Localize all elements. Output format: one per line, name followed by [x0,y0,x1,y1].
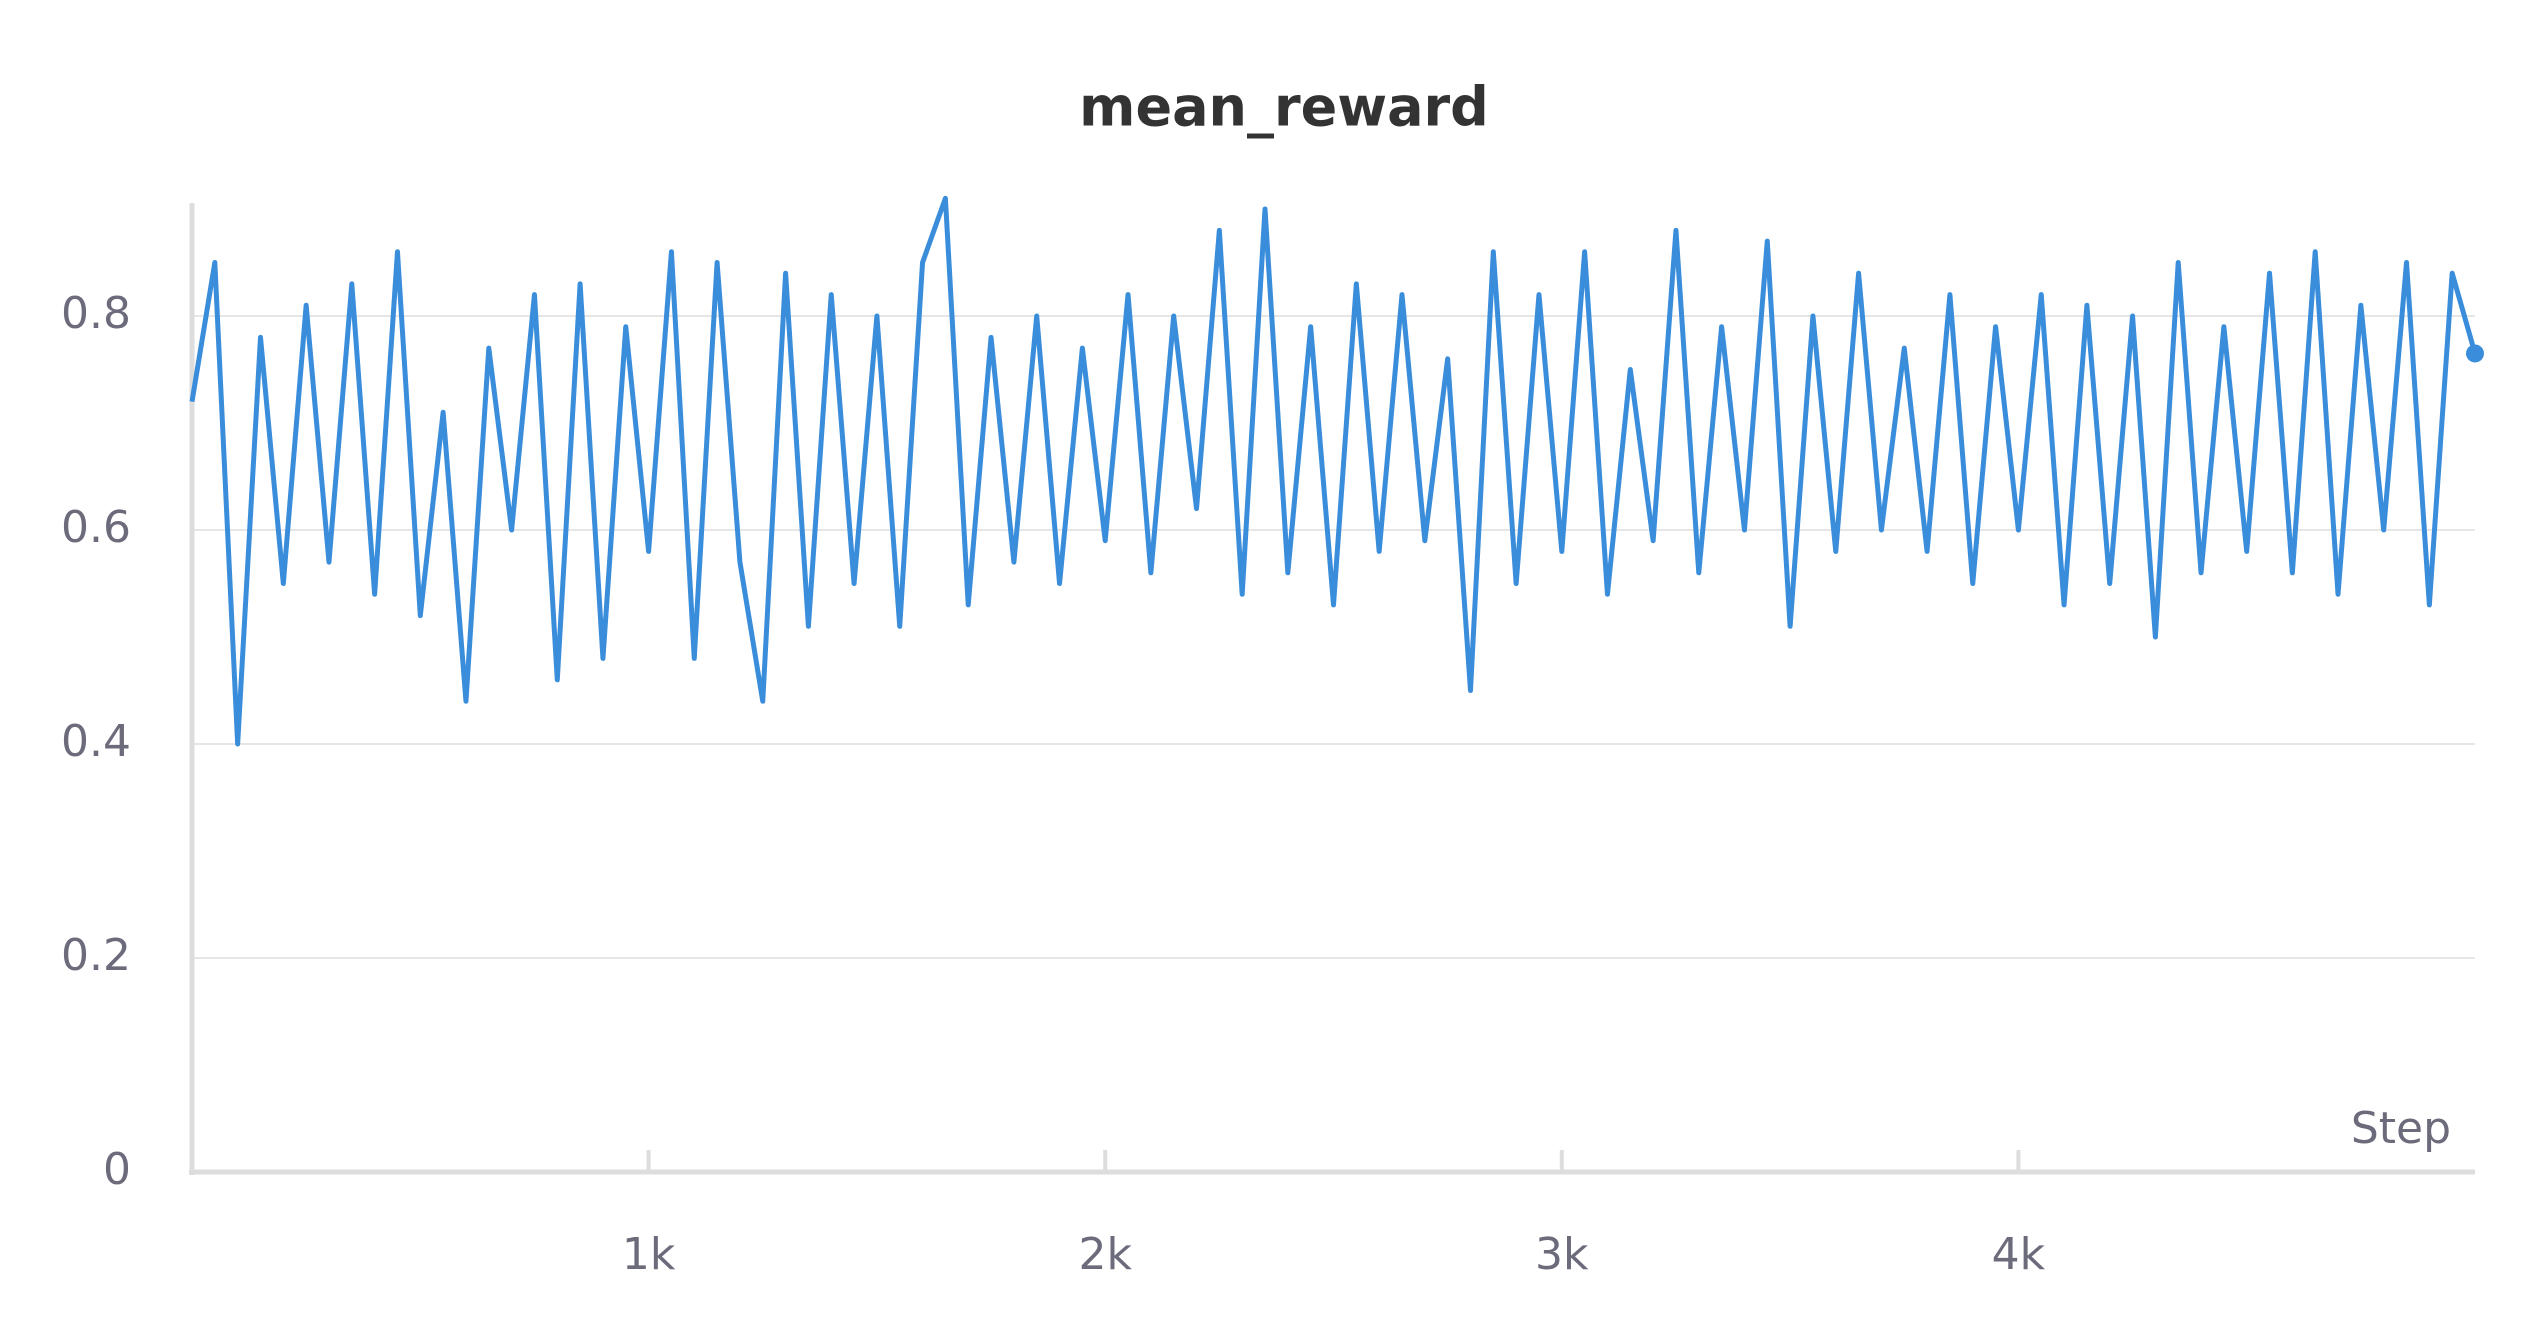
y-tick-label: 0.6 [61,502,131,553]
x-tick-label: 2k [1078,1229,1132,1280]
x-axis-label: Step [2351,1103,2451,1154]
end-point [2466,344,2484,363]
y-tick-label: 0.2 [61,930,131,981]
x-tick-label: 1k [622,1229,676,1280]
x-tick-label: 4k [1992,1229,2046,1280]
y-tick-label: 0 [103,1144,131,1195]
y-tick-label: 0.4 [61,716,131,767]
line [189,195,2478,747]
x-tick-label: 3k [1535,1229,1589,1280]
y-tick-label: 0.8 [61,288,131,339]
chart-title: mean_reward [1079,76,1489,139]
